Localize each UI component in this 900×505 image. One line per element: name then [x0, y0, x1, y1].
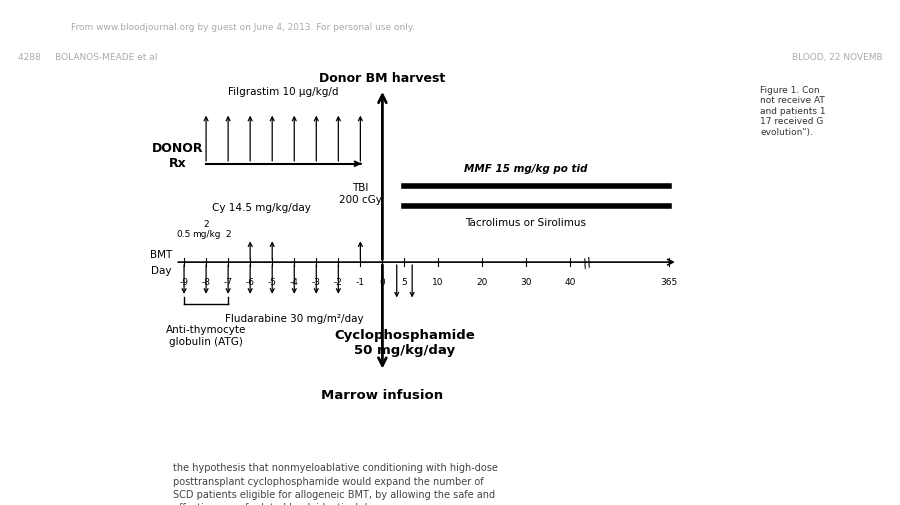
Text: -1: -1 — [356, 277, 364, 286]
Text: 4288     BOLANOS-MEADE et al: 4288 BOLANOS-MEADE et al — [18, 53, 158, 62]
Text: BLOOD, 22 NOVEMB: BLOOD, 22 NOVEMB — [792, 53, 883, 62]
Text: //: // — [581, 255, 594, 270]
Text: TBI
200 cGy: TBI 200 cGy — [339, 183, 382, 205]
Text: DONOR
Rx: DONOR Rx — [152, 141, 203, 169]
Text: -4: -4 — [290, 277, 299, 286]
Text: 30: 30 — [520, 277, 531, 286]
Text: From www.bloodjournal.org by guest on June 4, 2013. For personal use only.: From www.bloodjournal.org by guest on Ju… — [71, 23, 415, 32]
Text: Day: Day — [151, 266, 172, 276]
Text: -3: -3 — [311, 277, 320, 286]
Text: BMT: BMT — [149, 249, 172, 260]
Text: 0: 0 — [380, 277, 385, 286]
Text: 2
mg/kg: 2 mg/kg — [192, 220, 220, 239]
Text: -6: -6 — [246, 277, 255, 286]
Text: -2: -2 — [334, 277, 343, 286]
Text: 365: 365 — [661, 277, 678, 286]
Text: MMF 15 mg/kg po tid: MMF 15 mg/kg po tid — [464, 164, 588, 174]
Text: Fludarabine 30 mg/m²/day: Fludarabine 30 mg/m²/day — [225, 314, 364, 324]
Text: -7: -7 — [223, 277, 232, 286]
Text: Anti-thymocyte
globulin (ATG): Anti-thymocyte globulin (ATG) — [166, 324, 247, 346]
Text: 5: 5 — [401, 277, 408, 286]
Text: 0.5: 0.5 — [177, 230, 191, 239]
Text: Cy 14.5 mg/kg/day: Cy 14.5 mg/kg/day — [212, 203, 310, 213]
Text: Filgrastim 10 µg/kg/d: Filgrastim 10 µg/kg/d — [228, 87, 338, 97]
Text: 20: 20 — [476, 277, 487, 286]
Text: Cyclophosphamide
50 mg/kg/day: Cyclophosphamide 50 mg/kg/day — [334, 328, 475, 356]
Text: Figure 1. Con
not receive AT
and patients 1
17 received G 
evolution").: Figure 1. Con not receive AT and patient… — [760, 86, 827, 136]
Text: -8: -8 — [202, 277, 211, 286]
Text: -9: -9 — [179, 277, 188, 286]
Text: the hypothesis that nonmyeloablative conditioning with high-dose
posttransplant : the hypothesis that nonmyeloablative con… — [173, 463, 498, 505]
Text: 2: 2 — [225, 230, 231, 239]
Text: Donor BM harvest: Donor BM harvest — [320, 72, 446, 84]
Text: -5: -5 — [267, 277, 276, 286]
Text: Marrow infusion: Marrow infusion — [321, 388, 444, 401]
Text: 40: 40 — [564, 277, 575, 286]
Text: 10: 10 — [432, 277, 444, 286]
Text: Tacrolimus or Sirolimus: Tacrolimus or Sirolimus — [465, 217, 586, 227]
